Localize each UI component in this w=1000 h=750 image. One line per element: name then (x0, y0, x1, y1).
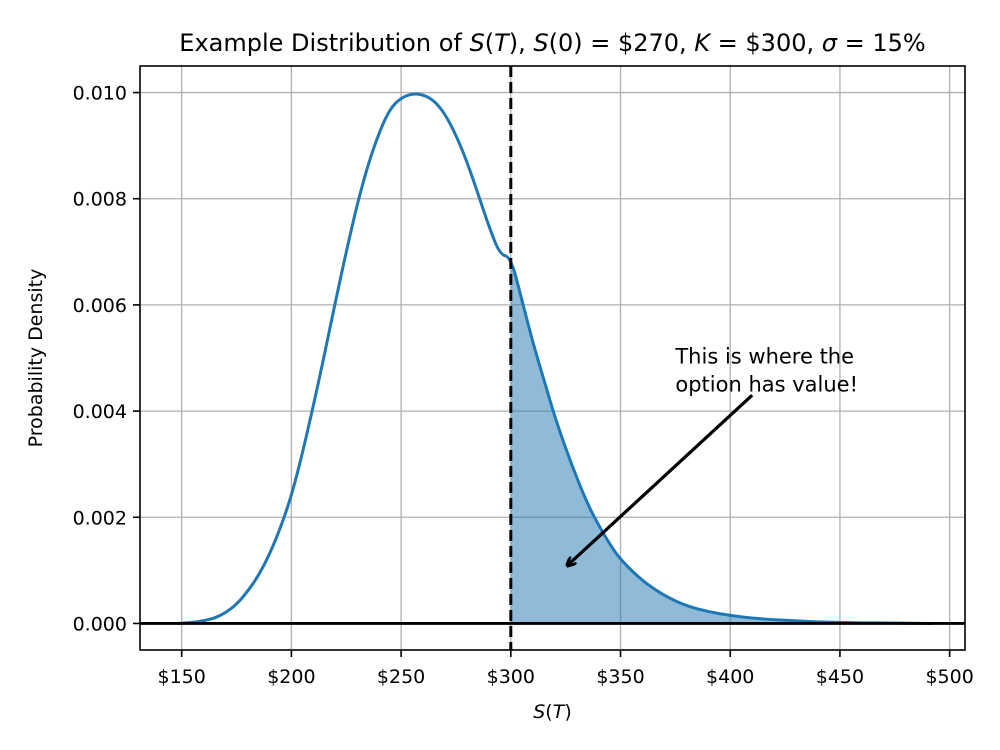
chart-title-part: (0) = $270, (549, 29, 695, 57)
chart-title-part: ), (509, 29, 534, 57)
annotation-text-line: This is where the (674, 344, 854, 368)
x-tick-label: $250 (377, 666, 425, 688)
x-tick-label: $300 (487, 666, 535, 688)
axes-frame (139, 65, 966, 651)
x-axis-label-part: T (553, 701, 566, 723)
x-tick-label: $200 (267, 666, 315, 688)
shaded-region (510, 257, 933, 624)
y-tick-label: 0.008 (73, 189, 127, 211)
chart-title-part: K (694, 29, 712, 57)
plot-layer (140, 66, 965, 650)
chart-title-part: S (533, 29, 548, 57)
annotation-text-line: option has value! (675, 372, 858, 396)
chart-title-part: T (494, 29, 511, 57)
chart-title-part: = $300, (710, 29, 822, 57)
axis-layer (133, 65, 966, 657)
y-tick-label: 0.000 (73, 613, 127, 635)
density-curve (177, 92, 933, 625)
x-axis-label-part: S (533, 701, 545, 723)
y-tick-label: 0.010 (73, 83, 127, 105)
y-axis-label: Probability Density (25, 269, 47, 448)
chart-title-part: σ (822, 29, 838, 57)
chart-title-part: ( (485, 29, 494, 57)
x-axis-label-part: ) (564, 701, 571, 723)
y-tick-label: 0.006 (73, 295, 127, 317)
y-tick-label: 0.002 (73, 507, 127, 529)
y-tick-label: 0.004 (73, 401, 127, 423)
x-tick-label: $500 (925, 666, 973, 688)
x-axis-label: S(T) (533, 701, 572, 723)
chart-title: Example Distribution of S(T), S(0) = $27… (179, 29, 925, 57)
chart-title-part: S (469, 29, 484, 57)
x-tick-label: $400 (706, 666, 754, 688)
chart-title-part: Example Distribution of (179, 29, 469, 57)
x-axis-label-part: ( (545, 701, 552, 723)
chart-title-part: = 15% (837, 29, 926, 57)
x-tick-label: $450 (816, 666, 864, 688)
text-layer: $150 $200 $250 $300 $350 $400 $450 $500 0.000 0.0… (25, 29, 974, 723)
x-tick-label: $150 (158, 666, 206, 688)
x-tick-label: $350 (596, 666, 644, 688)
grid-layer (140, 66, 965, 650)
annotation-arrow (568, 393, 754, 565)
